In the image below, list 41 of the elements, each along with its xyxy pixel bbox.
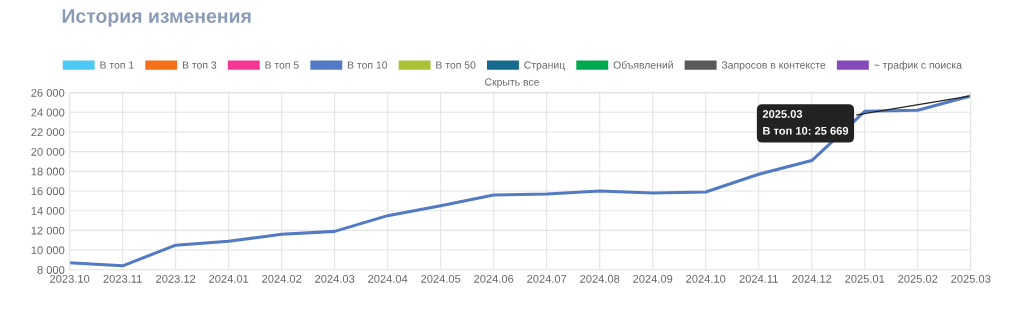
y-tick-label: 10 000 <box>31 246 65 255</box>
legend-label: Запросов в контексте <box>721 61 826 71</box>
annotation: 2025.03 В топ 10: 25 669 <box>762 110 849 135</box>
x-tick-label: 2024.03 <box>315 274 355 283</box>
x-tick-label: 2024.07 <box>527 274 567 283</box>
legend-label: В топ 3 <box>182 61 217 69</box>
x-tick-label: 2023.10 <box>50 274 90 283</box>
line-series <box>69 94 971 268</box>
x-tick-label: 2024.02 <box>262 274 302 283</box>
y-tick-label: 26 000 <box>31 88 65 97</box>
x-tick-label: 2024.08 <box>580 274 620 283</box>
y-tick-label: 16 000 <box>31 187 65 196</box>
x-tick-label: 2025.02 <box>898 274 938 283</box>
y-tick-label: 22 000 <box>31 128 65 137</box>
x-tick-label: 2024.09 <box>633 274 673 283</box>
legend-label: В топ 50 <box>436 61 476 69</box>
legend-label: Объявлений <box>613 60 673 69</box>
x-tick-label: 2025.01 <box>845 274 885 283</box>
legend-label: ~ трафик с поиска <box>874 61 962 71</box>
x-tick-label: 2024.01 <box>209 274 249 283</box>
y-tick-label: 14 000 <box>31 206 65 215</box>
x-tick-label: 2023.12 <box>156 274 196 283</box>
y-tick-label: 12 000 <box>31 226 65 235</box>
x-tick-label: 2023.11 <box>103 274 142 283</box>
legend-label: В топ 5 <box>265 61 299 69</box>
chart-title: История изменения <box>62 9 251 27</box>
x-tick-label: 2024.05 <box>421 274 461 283</box>
legend-label: В топ 10 <box>347 61 388 69</box>
y-tick-label: 8 000 <box>37 266 65 274</box>
x-tick-label: 2024.04 <box>368 274 408 283</box>
text: Скрыть все <box>485 78 539 88</box>
y-tick-label: 24 000 <box>31 108 65 117</box>
x-tick-label: 2024.12 <box>792 274 832 283</box>
x-tick-label: 2024.11 <box>739 274 778 283</box>
legend-label: Страниц <box>524 61 565 71</box>
y-tick-label: 20 000 <box>31 147 65 156</box>
x-tick-label: 2024.10 <box>686 274 726 283</box>
x-tick-label: 2025.03 <box>951 274 991 283</box>
x-tick-label: 2024.06 <box>474 274 514 283</box>
legend-label: В топ 1 <box>100 61 134 69</box>
y-tick-label: 18 000 <box>31 167 65 176</box>
